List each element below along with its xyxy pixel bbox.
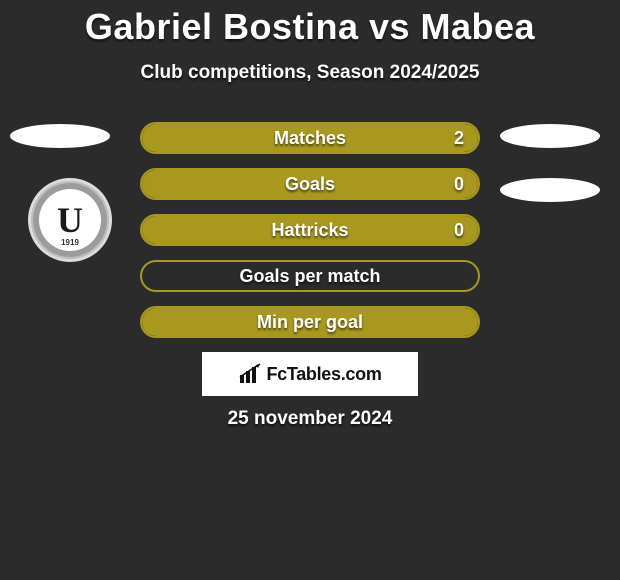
player-right-placeholder-1 — [500, 124, 600, 148]
stat-bar: Matches 2 — [140, 122, 480, 154]
page-title: Gabriel Bostina vs Mabea — [0, 0, 620, 48]
stat-bar: Hattricks 0 — [140, 214, 480, 246]
badge-text: FcTables.com — [266, 364, 381, 385]
club-crest-inner: U 1919 — [39, 189, 101, 251]
stat-bar-label: Min per goal — [257, 312, 363, 333]
club-crest: U 1919 — [28, 178, 112, 262]
player-right-placeholder-2 — [500, 178, 600, 202]
stat-bar: Goals 0 — [140, 168, 480, 200]
crest-year: 1919 — [61, 238, 79, 247]
stat-bar-label: Hattricks — [271, 220, 348, 241]
date-text: 25 november 2024 — [0, 408, 620, 430]
comparison-card: Gabriel Bostina vs Mabea Club competitio… — [0, 0, 620, 580]
stat-bar-label: Matches — [274, 128, 346, 149]
fctables-badge: FcTables.com — [202, 352, 418, 396]
stat-bar: Goals per match — [140, 260, 480, 292]
stat-bar-label: Goals per match — [239, 266, 380, 287]
stat-bar-value: 0 — [454, 174, 464, 195]
stat-bar: Min per goal — [140, 306, 480, 338]
player-left-placeholder — [10, 124, 110, 148]
bar-chart-icon — [238, 363, 264, 385]
stat-bar-value: 2 — [454, 128, 464, 149]
subtitle: Club competitions, Season 2024/2025 — [0, 62, 620, 84]
stat-bar-label: Goals — [285, 174, 335, 195]
crest-letter: U — [57, 202, 83, 238]
stat-bar-value: 0 — [454, 220, 464, 241]
stat-bars: Matches 2 Goals 0 Hattricks 0 Goals per match M… — [140, 122, 480, 352]
